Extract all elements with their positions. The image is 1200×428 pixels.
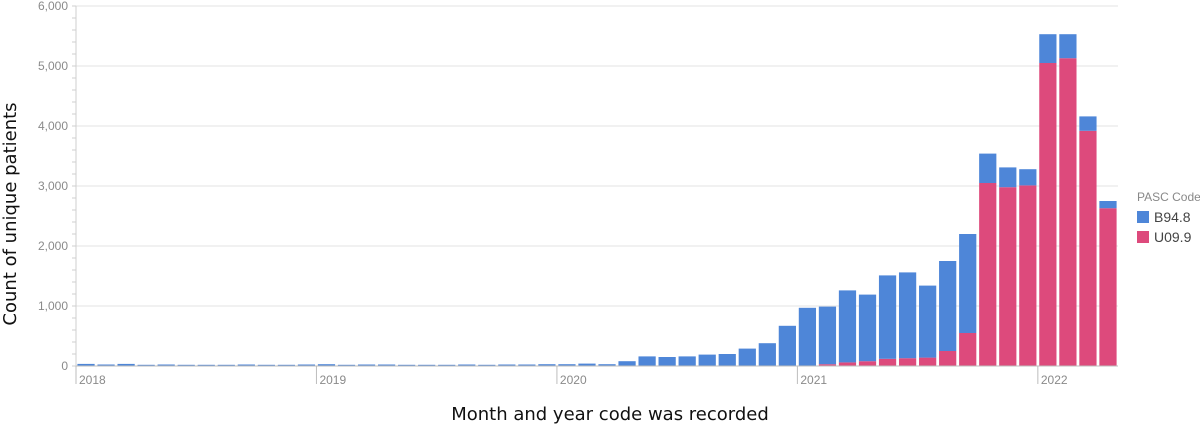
bar-b94-8	[478, 364, 496, 366]
bar-b94-8	[498, 364, 516, 366]
y-tick-label: 2,000	[38, 239, 68, 253]
bar-b94-8	[1079, 116, 1097, 131]
bar-b94-8	[638, 356, 656, 366]
y-tick-label: 0	[61, 359, 68, 373]
bar-b94-8	[999, 167, 1017, 188]
bar-b94-8	[758, 343, 776, 366]
bar-b94-8	[357, 364, 376, 366]
bar-b94-8	[598, 364, 616, 366]
bar-b94-8	[698, 354, 716, 366]
bar-b94-8	[1059, 34, 1077, 59]
bar-b94-8	[518, 364, 536, 366]
y-tick-label: 5,000	[38, 59, 68, 73]
bar-b94-8	[738, 348, 756, 366]
bar-b94-8	[778, 325, 796, 366]
x-tick-label: 2020	[560, 373, 587, 387]
legend-title: PASC Code	[1137, 190, 1200, 204]
bar-b94-8	[377, 364, 396, 366]
bar-b94-8	[838, 290, 857, 363]
x-tick-label: 2019	[319, 373, 346, 387]
bar-b94-8	[217, 364, 235, 366]
bar-b94-8	[398, 364, 416, 366]
bar-u09-9	[838, 362, 857, 366]
bar-b94-8	[458, 364, 476, 366]
bar-u09-9	[939, 351, 957, 366]
x-tick-label: 2022	[1041, 373, 1068, 387]
bar-b94-8	[337, 364, 356, 366]
bar-b94-8	[418, 364, 436, 366]
legend: PASC Code B94.8 U09.9	[1137, 190, 1200, 245]
y-axis: 0 1,000 2,000 3,000 4,000 5,000 6,000	[38, 0, 77, 373]
bar-u09-9	[999, 187, 1017, 366]
bar-u09-9	[959, 333, 977, 366]
bar-b94-8	[137, 364, 155, 366]
x-tick-label: 2021	[800, 373, 827, 387]
bar-u09-9	[898, 358, 917, 366]
bar-b94-8	[858, 294, 877, 362]
bar-b94-8	[558, 364, 576, 366]
bar-b94-8	[117, 363, 135, 366]
bar-u09-9	[1099, 208, 1117, 366]
bar-u09-9	[818, 364, 837, 366]
y-tick-label: 1,000	[38, 299, 68, 313]
bar-b94-8	[197, 364, 215, 366]
bar-b94-8	[277, 364, 296, 366]
bar-b94-8	[718, 354, 736, 366]
y-axis-title: Count of unique patients	[0, 102, 21, 325]
bar-b94-8	[1039, 34, 1057, 63]
bar-b94-8	[157, 364, 175, 366]
legend-label-u09-9: U09.9	[1154, 229, 1192, 245]
bars	[77, 34, 1117, 366]
bar-b94-8	[237, 364, 255, 366]
y-tick-label: 3,000	[38, 179, 68, 193]
bar-u09-9	[878, 358, 897, 366]
bar-b94-8	[77, 363, 95, 366]
x-axis: 2018 2019 2020 2021 2022	[75, 365, 1118, 387]
legend-swatch-u09-9	[1137, 231, 1149, 243]
bar-b94-8	[898, 272, 917, 359]
y-tick-label: 4,000	[38, 119, 68, 133]
bar-u09-9	[979, 183, 997, 366]
bar-b94-8	[678, 356, 696, 366]
bar-b94-8	[878, 275, 897, 359]
legend-swatch-b94-8	[1137, 211, 1149, 223]
bar-b94-8	[658, 357, 676, 366]
bar-u09-9	[1039, 63, 1057, 366]
bar-b94-8	[979, 153, 997, 183]
y-tick-label: 6,000	[38, 0, 68, 13]
bar-b94-8	[618, 361, 636, 366]
gridlines	[76, 5, 1118, 367]
bar-b94-8	[177, 364, 195, 366]
bar-u09-9	[919, 357, 937, 366]
bar-b94-8	[1019, 169, 1037, 186]
bar-b94-8	[959, 234, 977, 333]
bar-b94-8	[1099, 201, 1117, 209]
bar-u09-9	[1059, 58, 1077, 366]
bar-b94-8	[919, 285, 937, 358]
x-tick-label: 2018	[79, 373, 106, 387]
bar-b94-8	[257, 364, 275, 366]
x-axis-title: Month and year code was recorded	[451, 404, 769, 425]
bar-u09-9	[1079, 130, 1097, 366]
bar-b94-8	[798, 307, 817, 366]
bar-b94-8	[939, 261, 957, 351]
bar-u09-9	[858, 361, 877, 366]
bar-u09-9	[1019, 185, 1037, 366]
bar-b94-8	[578, 363, 596, 366]
legend-label-b94-8: B94.8	[1154, 209, 1191, 225]
bar-b94-8	[818, 306, 837, 365]
bar-b94-8	[97, 364, 115, 366]
bar-b94-8	[438, 364, 456, 366]
bar-b94-8	[317, 364, 336, 366]
bar-b94-8	[538, 364, 556, 366]
bar-b94-8	[297, 364, 316, 366]
